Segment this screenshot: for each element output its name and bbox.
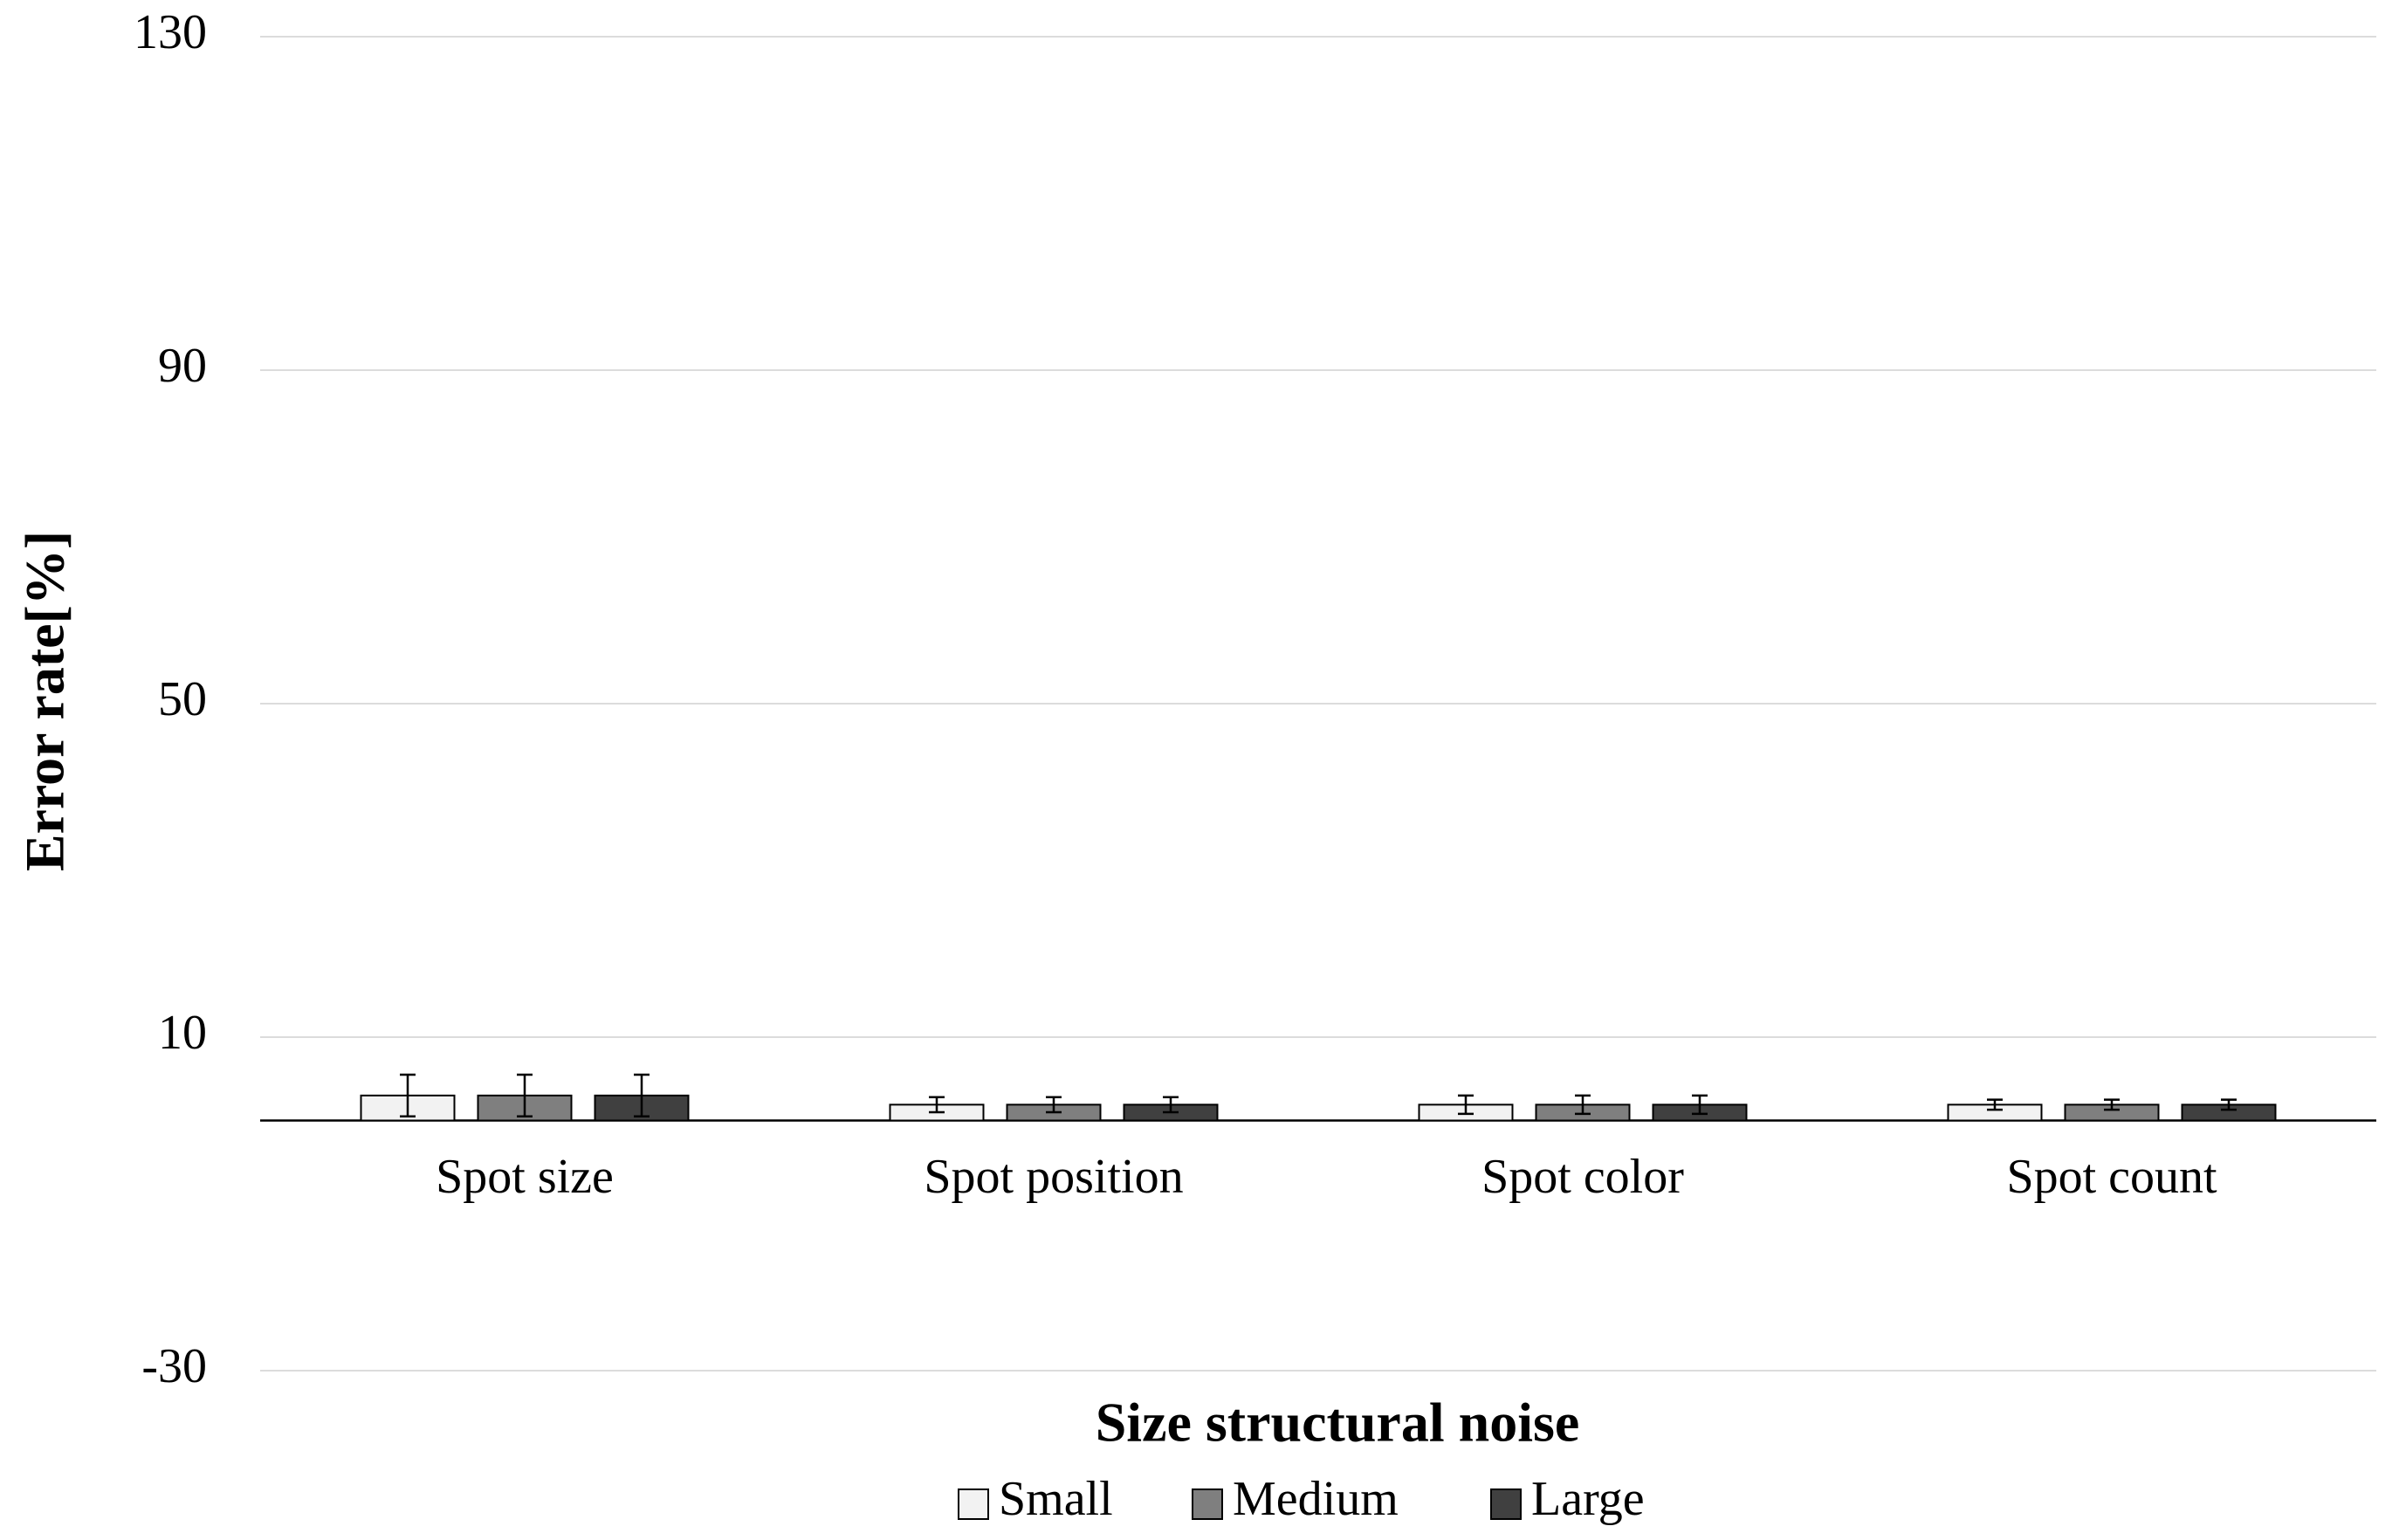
y-tick-label: -30 (141, 1339, 207, 1393)
y-tick-label: 10 (158, 1006, 207, 1060)
y-axis-title: Error rate[%] (14, 531, 76, 871)
error-bar (2104, 1098, 2120, 1111)
y-tick-label: 50 (158, 672, 207, 726)
x-tick-label: Spot size (436, 1150, 614, 1204)
x-tick-label: Spot position (924, 1150, 1183, 1204)
x-axis-title: Size structural noise (1096, 1392, 1580, 1454)
legend-swatch (1490, 1488, 1522, 1520)
error-bar (1987, 1098, 2003, 1111)
legend-label: Small (999, 1472, 1113, 1526)
legend-label: Medium (1233, 1472, 1399, 1526)
error-bar (634, 1073, 650, 1117)
legend-swatch (1192, 1488, 1223, 1520)
error-bar (1458, 1094, 1474, 1116)
error-bar (1575, 1094, 1591, 1116)
legend-swatch (958, 1488, 989, 1520)
error-bar (1046, 1096, 1062, 1114)
y-tick-label: 130 (134, 5, 207, 59)
error-bar (929, 1096, 945, 1114)
y-tick-label: 90 (158, 339, 207, 393)
x-tick-label: Spot count (2006, 1150, 2217, 1204)
x-tick-label: Spot color (1481, 1150, 1684, 1204)
error-bar (517, 1073, 533, 1117)
legend-label: Large (1531, 1472, 1645, 1526)
error-bar (1163, 1096, 1179, 1114)
error-bar (2221, 1098, 2237, 1111)
error-bar (400, 1073, 416, 1117)
error-bar (1692, 1094, 1708, 1116)
